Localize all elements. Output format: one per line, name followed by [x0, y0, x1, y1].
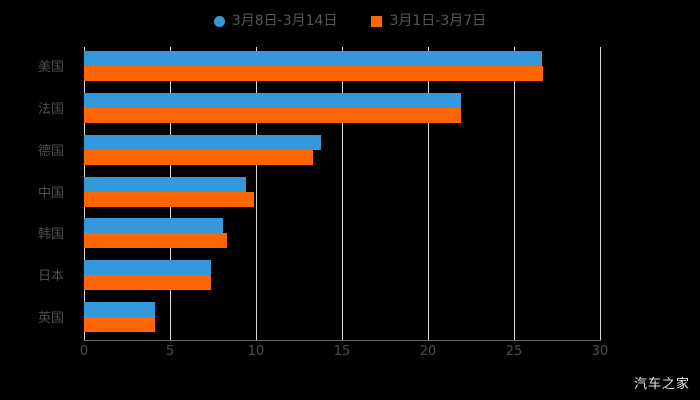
bar-group: [84, 256, 600, 298]
legend-label-series-2: 3月1日-3月7日: [389, 13, 487, 29]
bar-series-2[interactable]: [84, 275, 212, 291]
x-tick-label: 20: [419, 344, 437, 359]
bar-group: [84, 47, 600, 89]
x-tick-label: 25: [505, 344, 523, 359]
chart-legend: 3月8日-3月14日 3月1日-3月7日: [0, 8, 700, 34]
gridline-25: [514, 47, 515, 340]
y-tick-label-1: 法国: [37, 101, 64, 117]
bar-group: [84, 173, 600, 215]
y-tick-label-6: 英国: [37, 311, 64, 327]
bar-series-1[interactable]: [84, 176, 246, 192]
x-axis-line: [84, 340, 601, 341]
x-tick-label: 30: [591, 344, 609, 359]
bar-group: [84, 131, 600, 173]
watermark: 汽车之家: [633, 377, 690, 392]
bar-series-1[interactable]: [84, 218, 224, 234]
bar-series-2[interactable]: [84, 233, 227, 249]
x-tick-label: 0: [79, 344, 89, 359]
y-tick-label-0: 美国: [37, 59, 64, 75]
bar-series-1[interactable]: [84, 51, 542, 66]
plot-area: [84, 47, 601, 340]
bar-series-2[interactable]: [84, 191, 255, 207]
legend-circle-marker-icon: [213, 15, 225, 27]
bar-series-2[interactable]: [84, 317, 155, 333]
y-tick-label-4: 韩国: [37, 227, 64, 243]
gridline-20: [428, 47, 429, 340]
bar-series-1[interactable]: [84, 302, 155, 318]
y-tick-label-2: 德国: [37, 143, 64, 159]
bar-series-1[interactable]: [84, 260, 212, 276]
bar-series-2[interactable]: [84, 149, 313, 165]
legend-item-series-2[interactable]: 3月1日-3月7日: [371, 14, 486, 28]
x-tick-label: 15: [333, 344, 351, 359]
legend-square-marker-icon: [371, 15, 383, 27]
y-tick-label-3: 中国: [37, 185, 64, 201]
y-axis-labels: 美国法国德国中国韩国日本英国: [0, 47, 74, 340]
bar-series-2[interactable]: [84, 107, 461, 123]
gridline-15: [342, 47, 343, 340]
bar-series-1[interactable]: [84, 134, 322, 150]
bar-group: [84, 89, 600, 131]
gridline-10: [256, 47, 257, 340]
legend-item-series-1[interactable]: 3月8日-3月14日: [213, 13, 338, 29]
gridline-30: [600, 47, 601, 340]
bar-group: [84, 214, 600, 256]
bar-series-2[interactable]: [84, 66, 544, 81]
x-tick-label: 5: [165, 344, 175, 359]
legend-label-series-1: 3月8日-3月14日: [231, 13, 338, 29]
x-axis-labels: 0 5 10 15 20 25 30: [0, 345, 700, 365]
bar-series-1[interactable]: [84, 92, 461, 108]
y-tick-label-5: 日本: [37, 269, 64, 285]
x-tick-label: 10: [247, 344, 265, 359]
bar-group: [84, 298, 600, 340]
